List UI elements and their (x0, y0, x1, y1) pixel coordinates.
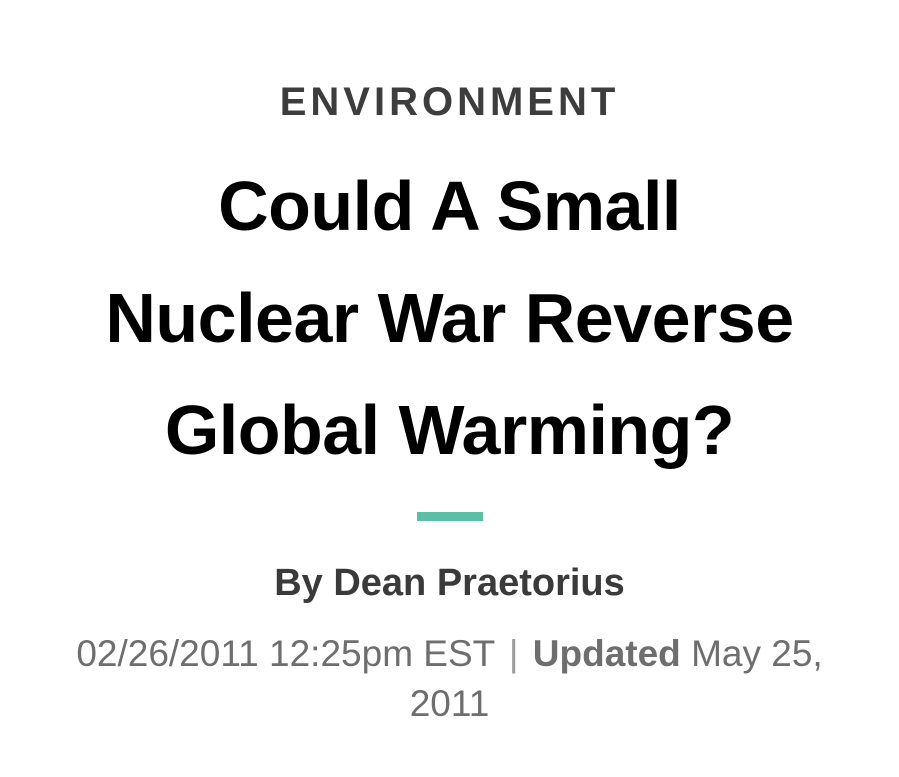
author-byline[interactable]: By Dean Praetorius (274, 562, 625, 604)
updated-date: May 25, (691, 633, 823, 674)
headline-line-1: Could A Small (218, 167, 681, 245)
updated-label: Updated (532, 633, 681, 674)
section-label[interactable]: ENVIRONMENT (279, 80, 620, 124)
headline: Could A Small Nuclear War Reverse Global… (40, 150, 860, 486)
headline-line-2: Nuclear War Reverse (105, 279, 794, 357)
dateline-separator: | (508, 633, 519, 674)
accent-divider (416, 512, 483, 521)
published-timestamp: 02/26/2011 12:25pm EST (76, 633, 495, 674)
dateline: 02/26/2011 12:25pm EST | Updated May 25,… (30, 629, 870, 729)
updated-year: 2011 (409, 683, 490, 724)
headline-line-3: Global Warming? (164, 391, 735, 469)
